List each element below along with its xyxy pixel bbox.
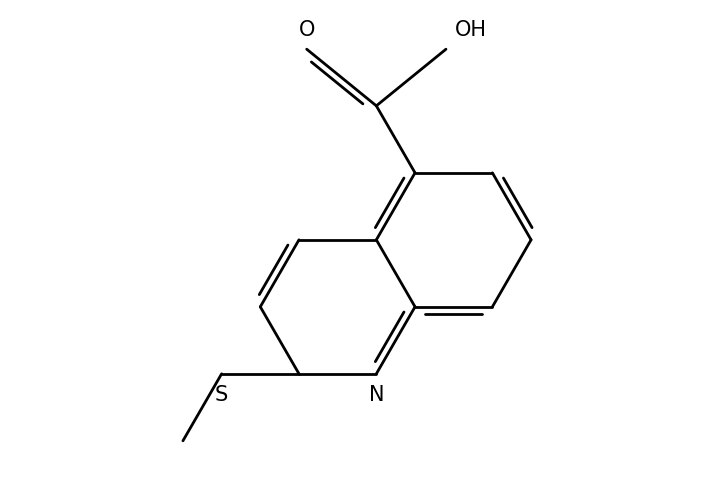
Text: N: N bbox=[368, 386, 384, 405]
Text: OH: OH bbox=[456, 20, 487, 40]
Text: S: S bbox=[215, 386, 228, 405]
Text: O: O bbox=[298, 20, 315, 40]
